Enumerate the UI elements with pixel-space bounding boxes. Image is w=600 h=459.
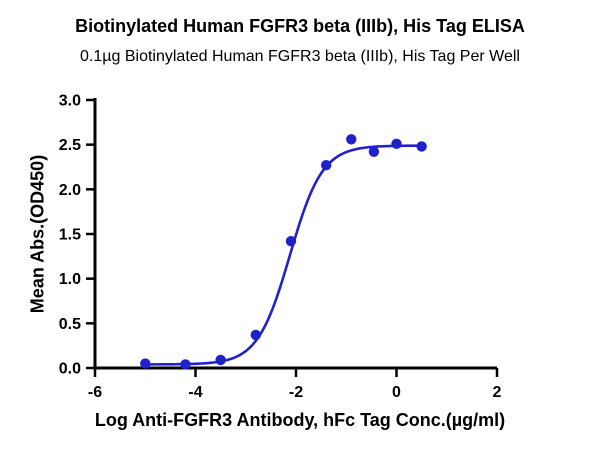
y-tick-label: 2.0 <box>59 182 81 199</box>
y-tick-label: 1.5 <box>59 227 81 244</box>
data-point <box>320 160 332 171</box>
data-point <box>416 141 427 152</box>
chart-subtitle: 0.1µg Biotinylated Human FGFR3 beta (III… <box>80 48 520 65</box>
y-tick-label: 1.0 <box>59 271 81 288</box>
y-tick-label: 3.0 <box>59 93 81 110</box>
data-point <box>368 146 380 158</box>
data-point <box>391 138 402 149</box>
data-point <box>180 359 191 370</box>
y-tick-label: 2.5 <box>59 137 81 154</box>
data-point <box>250 329 261 341</box>
x-tick-label: -6 <box>88 384 102 401</box>
fit-curve <box>143 144 422 366</box>
x-tick-label: -4 <box>188 384 202 401</box>
data-point <box>215 354 226 366</box>
data-point <box>140 358 151 369</box>
chart-title: Biotinylated Human FGFR3 beta (IIIb), Hi… <box>75 16 525 36</box>
x-axis-title: Log Anti-FGFR3 Antibody, hFc Tag Conc.(µ… <box>94 410 506 430</box>
x-tick-label: 0 <box>392 384 401 401</box>
data-point <box>346 134 357 145</box>
y-tick-label: 0.0 <box>59 361 81 378</box>
x-tick-label: 2 <box>493 384 502 401</box>
x-tick-label: -2 <box>289 384 303 401</box>
data-point <box>285 235 297 247</box>
y-tick-label: 0.5 <box>59 316 81 333</box>
